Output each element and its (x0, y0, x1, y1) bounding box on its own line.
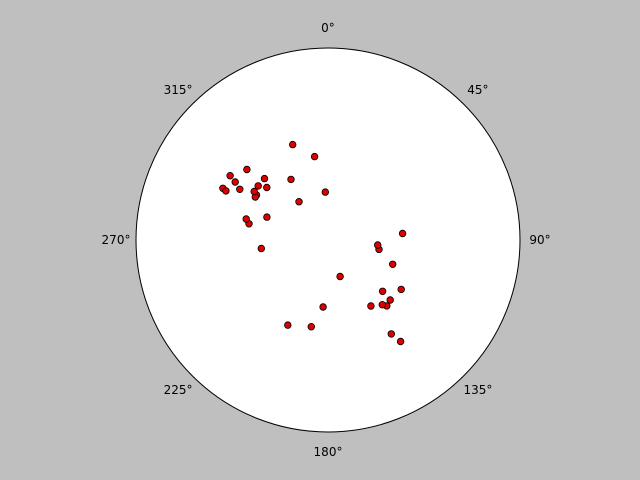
data-point (243, 165, 251, 174)
data-point (231, 178, 239, 186)
data-point (397, 285, 405, 294)
data-point (222, 187, 230, 195)
data-point (236, 185, 244, 193)
data-point (336, 272, 344, 281)
data-point (378, 287, 387, 295)
data-point (289, 140, 297, 149)
data-point (263, 183, 271, 192)
data-point (367, 302, 375, 310)
data-point (378, 301, 386, 309)
data-point (321, 188, 329, 196)
data-point (295, 197, 303, 206)
data-point (387, 330, 395, 338)
tick-label-0: 0° (321, 21, 335, 35)
tick-label-180: 180° (314, 445, 343, 459)
data-point (254, 182, 262, 190)
data-point (226, 171, 234, 180)
data-point (310, 152, 319, 161)
data-point (374, 241, 382, 249)
data-point (398, 229, 407, 238)
tick-label-225: 225° (164, 383, 193, 397)
data-point (260, 174, 269, 183)
data-point (319, 303, 327, 311)
data-point (284, 321, 292, 329)
data-point (257, 244, 265, 253)
tick-label-315: 315° (164, 83, 193, 97)
data-point (242, 215, 250, 223)
data-points (219, 140, 407, 346)
data-point (389, 260, 397, 268)
data-point (396, 337, 405, 346)
data-point (307, 323, 315, 331)
data-point (250, 187, 258, 196)
data-point (386, 296, 394, 304)
data-point (287, 175, 295, 184)
tick-label-270: 270° (102, 233, 131, 247)
azimuth-tick-labels: 0° 45° 90° 135° 180° 225° 270° 315° (102, 21, 551, 459)
tick-label-90: 90° (529, 233, 550, 247)
tick-label-135: 135° (463, 383, 492, 397)
data-point (263, 213, 271, 221)
tick-label-45: 45° (467, 83, 488, 97)
polar-plot-area (135, 47, 521, 433)
